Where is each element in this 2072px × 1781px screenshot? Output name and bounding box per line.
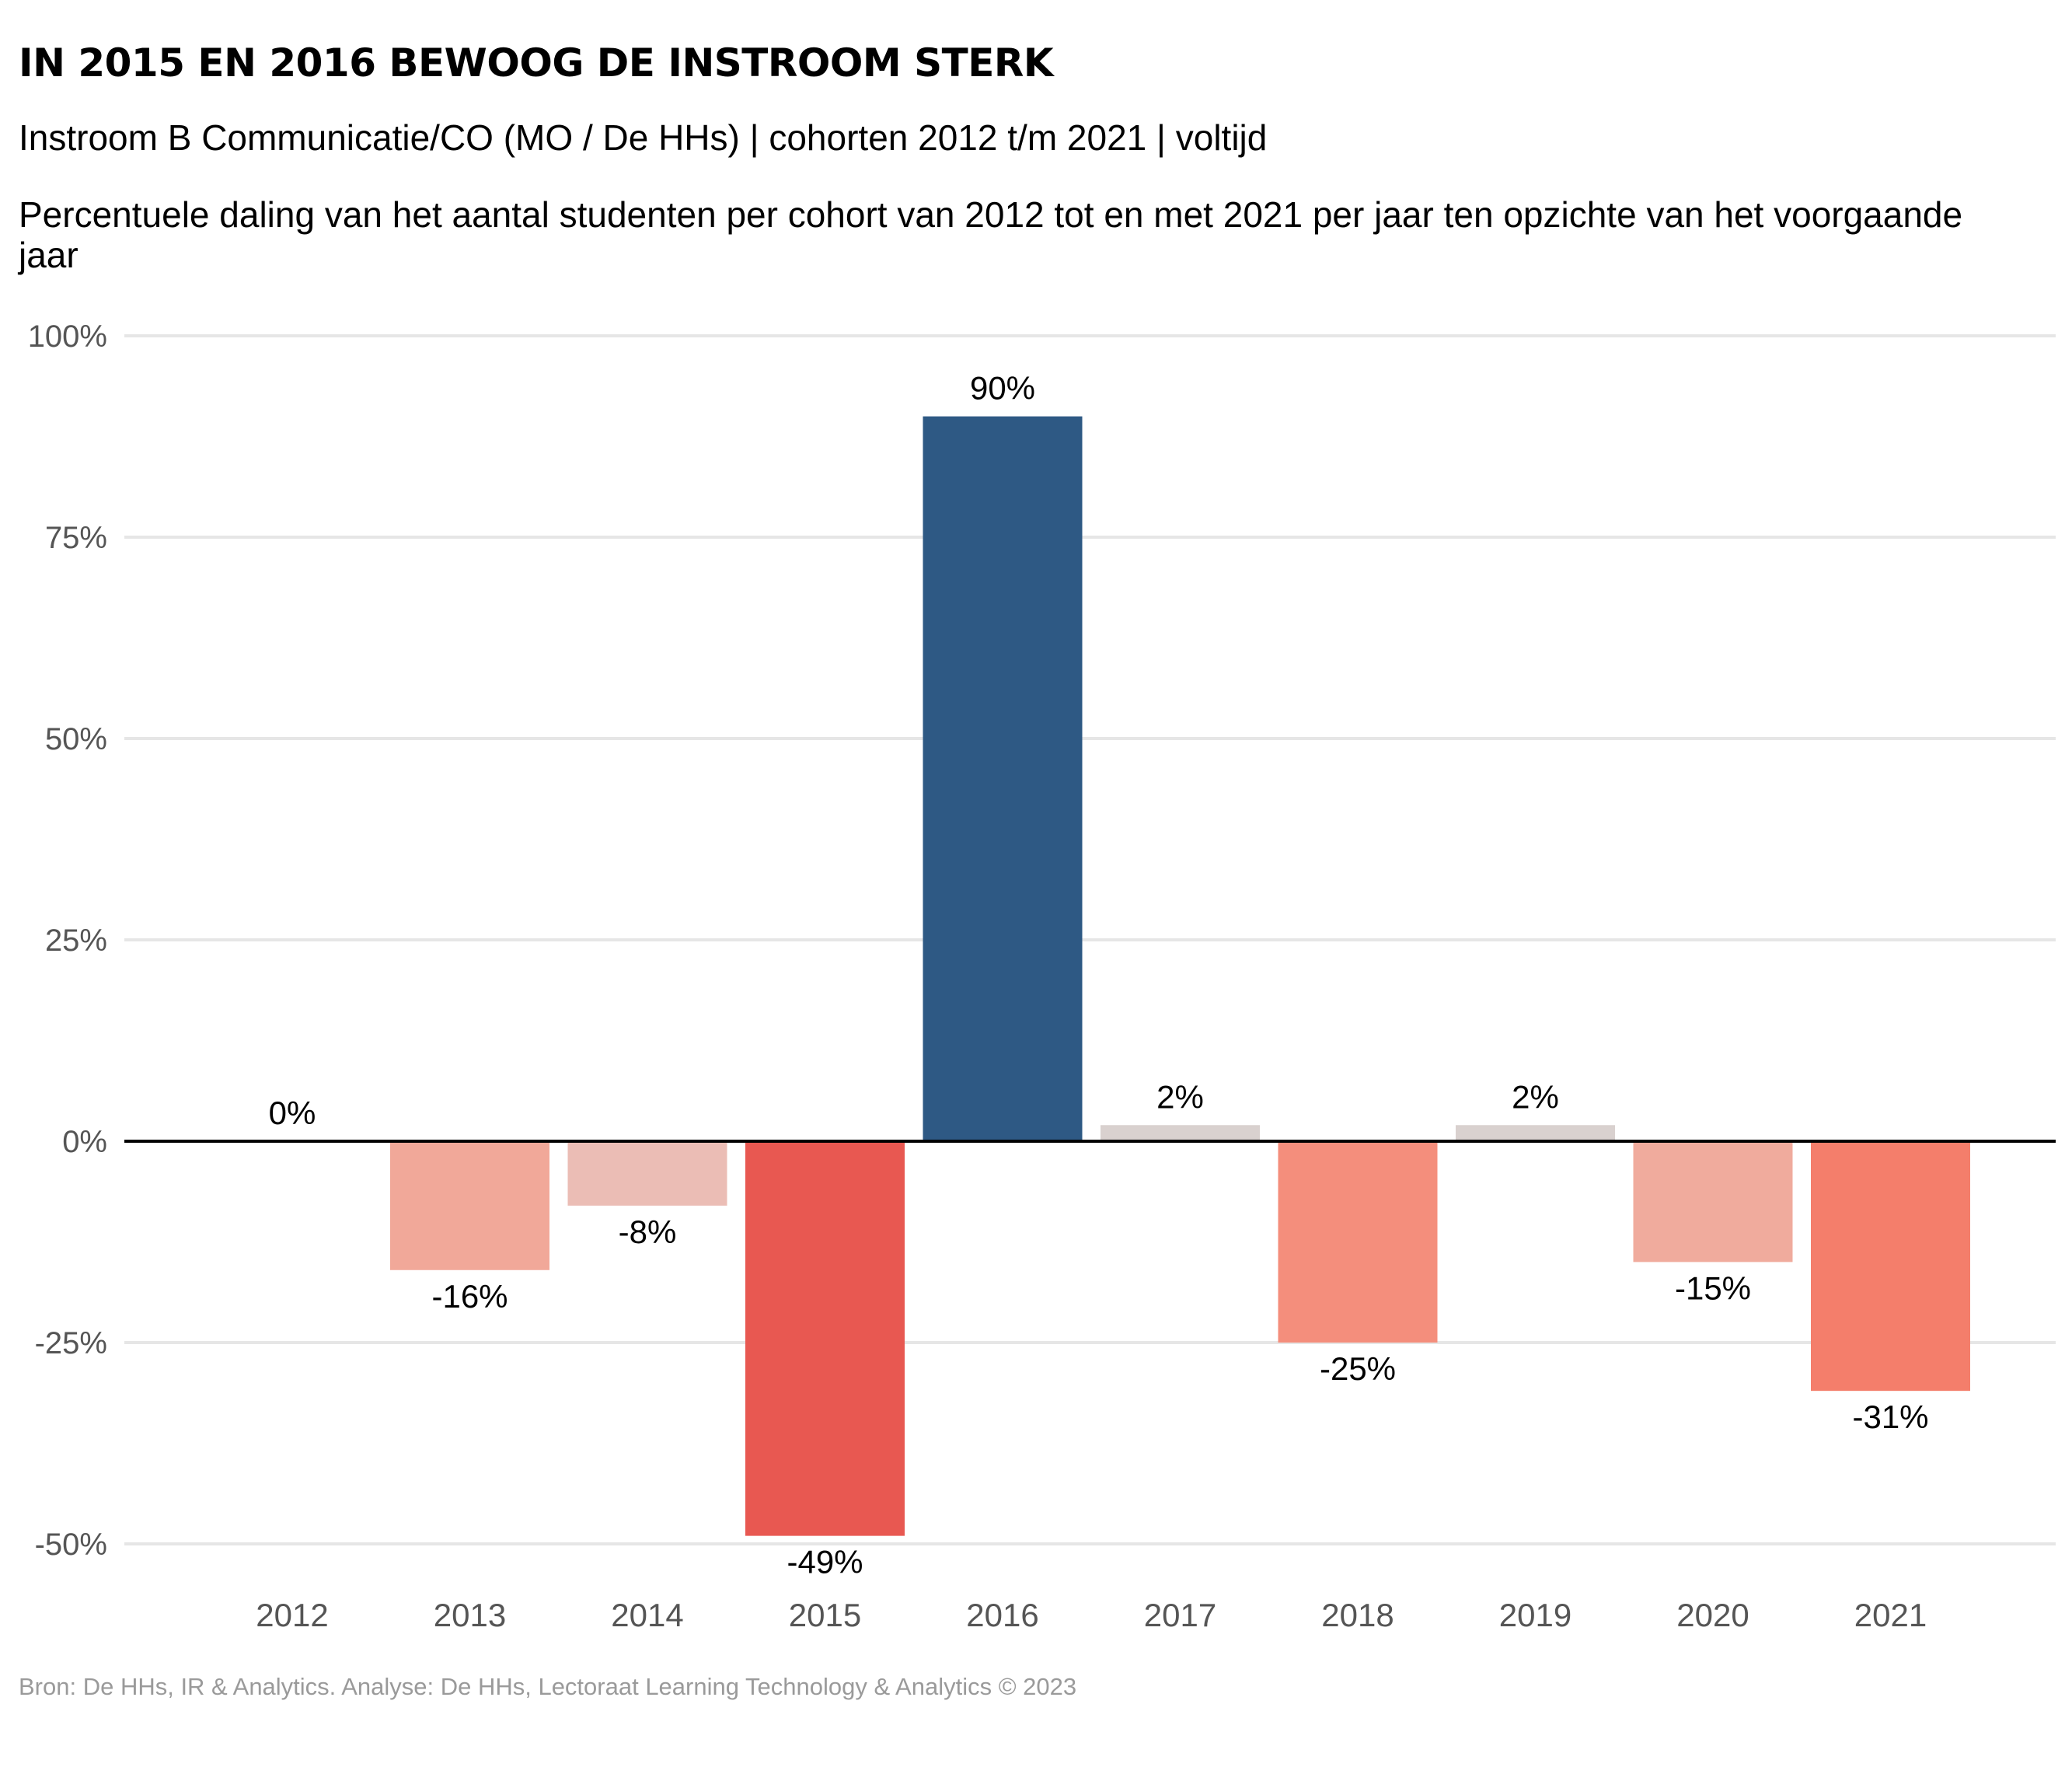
x-tick-label: 2013 [434,1597,506,1633]
x-tick-label: 2014 [611,1597,683,1633]
x-tick-label: 2019 [1499,1597,1571,1633]
bar [1278,1141,1438,1343]
bars [390,416,1970,1536]
bar [1456,1125,1615,1141]
bar [1633,1141,1793,1262]
chart-title: IN 2015 EN 2016 BEWOOG DE INSTROOM STERK [19,40,1054,86]
bar [745,1141,905,1536]
y-tick-label: 50% [45,722,107,756]
chart-description: Percentuele daling van het aantal studen… [19,194,1963,275]
data-label: 0% [269,1095,316,1131]
source-caption: Bron: De HHs, IR & Analytics. Analyse: D… [19,1673,1077,1700]
bar [923,416,1083,1141]
bar [567,1141,727,1206]
x-tick-label: 2021 [1854,1597,1927,1633]
data-label: -25% [1320,1350,1396,1387]
y-tick-label: -25% [35,1326,107,1360]
bar [1101,1125,1260,1141]
y-tick-label: -50% [35,1528,107,1562]
data-labels: 0% -16% -8% -49% 90% 2% -25% 2% -15% -31% [269,370,1929,1580]
data-label: 90% [970,370,1035,407]
x-tick-label: 2020 [1676,1597,1749,1633]
x-tick-label: 2015 [789,1597,861,1633]
data-label: -49% [787,1544,863,1580]
bar [1811,1141,1970,1392]
bar [390,1141,549,1270]
x-tick-label: 2017 [1144,1597,1216,1633]
chart-subtitle: Instroom B Communicatie/CO (MO / De HHs)… [19,117,1268,158]
x-tick-label: 2012 [256,1597,328,1633]
x-tick-label: 2016 [966,1597,1038,1633]
data-label: -16% [431,1278,508,1315]
data-label: 2% [1156,1078,1204,1115]
y-tick-label: 75% [45,521,107,555]
grid-lines [124,334,2056,1545]
x-tick-label: 2018 [1321,1597,1394,1633]
y-tick-label: 25% [45,924,107,958]
data-label: -8% [619,1214,677,1250]
y-tick-label: 100% [28,320,107,354]
data-label: -31% [1852,1399,1928,1435]
data-label: 2% [1512,1078,1559,1115]
x-axis-ticks: 2012 2013 2014 2015 2016 2017 2018 2019 2020 2021 [256,1597,1927,1633]
y-tick-label: 0% [62,1125,107,1159]
y-axis-ticks: -50% -25% 0% 25% 50% 75% 100% [28,320,107,1562]
data-label: -15% [1675,1269,1751,1306]
